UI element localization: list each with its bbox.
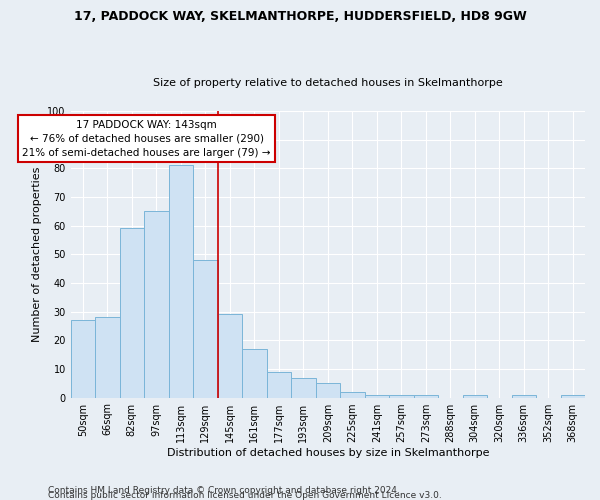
Text: 17, PADDOCK WAY, SKELMANTHORPE, HUDDERSFIELD, HD8 9GW: 17, PADDOCK WAY, SKELMANTHORPE, HUDDERSF… [74,10,526,23]
Bar [463,394,487,398]
Bar [316,384,340,398]
Title: Size of property relative to detached houses in Skelmanthorpe: Size of property relative to detached ho… [153,78,503,88]
Text: 17 PADDOCK WAY: 143sqm
← 76% of detached houses are smaller (290)
21% of semi-de: 17 PADDOCK WAY: 143sqm ← 76% of detached… [22,120,271,158]
Bar [389,394,413,398]
Bar [291,378,316,398]
Y-axis label: Number of detached properties: Number of detached properties [32,166,42,342]
Bar [169,166,193,398]
X-axis label: Distribution of detached houses by size in Skelmanthorpe: Distribution of detached houses by size … [167,448,489,458]
Bar [95,318,119,398]
Bar [218,314,242,398]
Bar [144,212,169,398]
Bar [119,228,144,398]
Bar [242,349,266,398]
Bar [365,394,389,398]
Bar [340,392,365,398]
Text: Contains public sector information licensed under the Open Government Licence v3: Contains public sector information licen… [48,491,442,500]
Bar [512,394,536,398]
Bar [193,260,218,398]
Bar [266,372,291,398]
Bar [560,394,585,398]
Bar [413,394,438,398]
Text: Contains HM Land Registry data © Crown copyright and database right 2024.: Contains HM Land Registry data © Crown c… [48,486,400,495]
Bar [71,320,95,398]
